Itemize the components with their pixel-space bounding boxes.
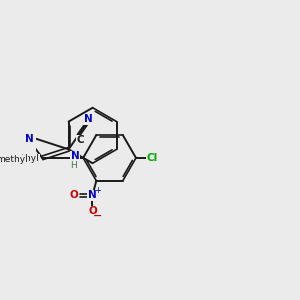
Text: methyl: methyl <box>0 155 28 164</box>
Text: Cl: Cl <box>146 153 158 163</box>
Text: N: N <box>25 134 33 144</box>
Text: methyl: methyl <box>8 154 39 163</box>
Text: methyl: methyl <box>10 160 14 161</box>
Text: O: O <box>88 206 97 216</box>
Text: N: N <box>84 114 92 124</box>
Text: N: N <box>71 151 80 161</box>
Text: N: N <box>88 190 97 200</box>
Text: −: − <box>93 211 102 221</box>
Text: O: O <box>70 190 78 200</box>
Text: +: + <box>94 186 100 195</box>
Text: H: H <box>70 161 76 170</box>
Text: C: C <box>77 135 84 145</box>
